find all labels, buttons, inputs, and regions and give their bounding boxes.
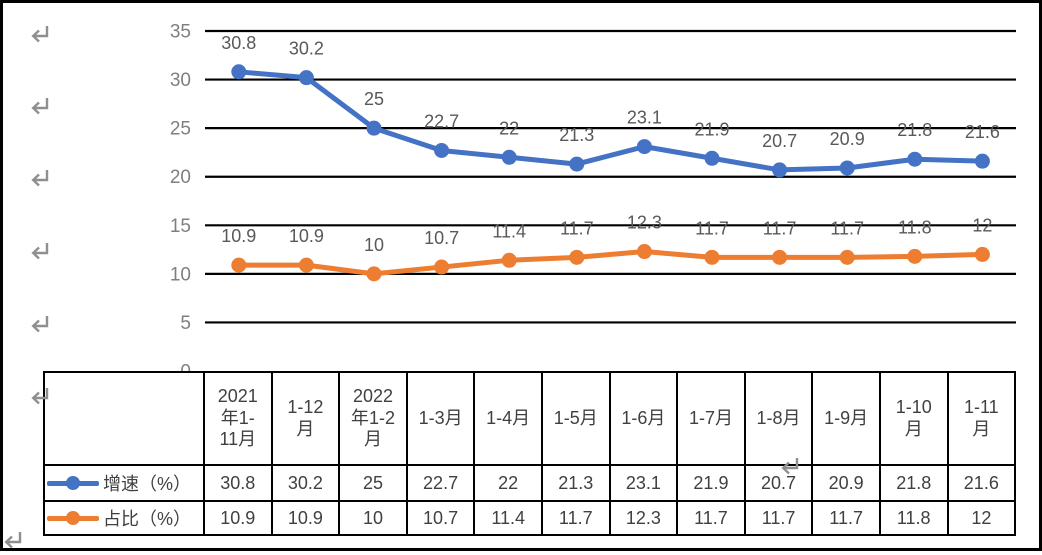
- table-value-cell[interactable]: 10.9: [270, 500, 341, 536]
- legend-cell-growth[interactable]: 增速（%）: [43, 464, 205, 502]
- table-value-cell[interactable]: 12: [946, 500, 1017, 536]
- table-value-cell[interactable]: 11.4: [473, 500, 543, 536]
- table-header-cell[interactable]: 2022 年1-2 月: [338, 371, 408, 466]
- table-value-cell[interactable]: 23.1: [608, 464, 679, 502]
- table-value-cell[interactable]: 12.3: [608, 500, 679, 536]
- svg-text:25: 25: [170, 119, 191, 140]
- table-header-cell[interactable]: 1-8月: [743, 371, 814, 466]
- svg-text:30.2: 30.2: [289, 39, 324, 59]
- svg-text:21.8: 21.8: [897, 120, 932, 140]
- svg-text:35: 35: [170, 22, 191, 43]
- svg-text:5: 5: [180, 313, 191, 334]
- svg-text:10.9: 10.9: [289, 226, 324, 246]
- svg-text:11.7: 11.7: [763, 218, 797, 238]
- svg-text:11.7: 11.7: [830, 218, 864, 238]
- legend-label-share: 占比（%）: [103, 509, 192, 529]
- chart-data-table: 2021 年1- 11月 1-12 月 2022 年1-2 月 1-3月 1-4月 1-5…: [43, 371, 1017, 536]
- table-header-cell[interactable]: 1-3月: [405, 371, 476, 466]
- table-value-cell[interactable]: 11.7: [811, 500, 881, 536]
- svg-text:10: 10: [364, 235, 384, 255]
- table-value-cell[interactable]: 21.3: [540, 464, 611, 502]
- svg-text:11.8: 11.8: [898, 217, 932, 237]
- table-value-cell[interactable]: 22: [473, 464, 543, 502]
- svg-text:12.3: 12.3: [627, 213, 662, 233]
- table-value-cell[interactable]: 25: [338, 464, 408, 502]
- svg-text:21.6: 21.6: [965, 122, 1000, 142]
- table-value-cell[interactable]: 21.9: [676, 464, 746, 502]
- table-value-cell[interactable]: 11.7: [540, 500, 611, 536]
- table-header-cell[interactable]: 2021 年1- 11月: [203, 371, 273, 466]
- svg-text:10.9: 10.9: [221, 226, 256, 246]
- svg-text:11.7: 11.7: [560, 218, 594, 238]
- svg-text:11.4: 11.4: [492, 221, 526, 241]
- svg-text:30: 30: [170, 70, 191, 91]
- table-header-cell[interactable]: 1-12 月: [270, 371, 341, 466]
- table-value-cell[interactable]: 10.7: [405, 500, 476, 536]
- table-value-cell[interactable]: 10: [338, 500, 408, 536]
- svg-text:23.1: 23.1: [627, 108, 662, 128]
- table-value-cell[interactable]: 30.2: [270, 464, 341, 502]
- table-value-cell[interactable]: 10.9: [203, 500, 273, 536]
- table-value-cell[interactable]: 22.7: [405, 464, 476, 502]
- table-header-cell[interactable]: 1-6月: [608, 371, 679, 466]
- return-mark-icon: [28, 313, 50, 333]
- svg-text:25: 25: [364, 89, 384, 109]
- table-header-cell[interactable]: 1-7月: [676, 371, 746, 466]
- return-mark-icon: [28, 240, 50, 260]
- table-header-row: 2021 年1- 11月 1-12 月 2022 年1-2 月 1-3月 1-4月 1-5…: [43, 371, 1017, 466]
- svg-text:30.8: 30.8: [221, 33, 256, 53]
- return-mark-icon: [28, 23, 50, 43]
- table-value-cell[interactable]: 21.6: [946, 464, 1017, 502]
- table-header-cell[interactable]: 1-4月: [473, 371, 543, 466]
- svg-text:10.7: 10.7: [424, 228, 459, 248]
- table-header-cell[interactable]: 1-5月: [540, 371, 611, 466]
- svg-text:15: 15: [170, 216, 191, 237]
- table-value-cell[interactable]: 11.8: [878, 500, 949, 536]
- svg-text:12: 12: [972, 215, 992, 235]
- svg-text:20.9: 20.9: [830, 129, 865, 149]
- growth-series-marker-icon: [47, 475, 99, 491]
- legend-cell-share[interactable]: 占比（%）: [43, 500, 205, 536]
- return-mark-icon: [28, 95, 50, 115]
- return-mark-icon: [1, 529, 23, 549]
- share-series-marker-icon: [47, 510, 99, 526]
- return-mark-icon: [778, 455, 800, 475]
- svg-text:20.7: 20.7: [762, 131, 797, 151]
- svg-text:22: 22: [499, 118, 519, 138]
- svg-text:22.7: 22.7: [424, 111, 459, 131]
- svg-text:10: 10: [170, 264, 191, 285]
- svg-text:21.9: 21.9: [694, 119, 729, 139]
- table-value-cell[interactable]: 20.7: [743, 464, 814, 502]
- table-header-cell[interactable]: 1-11 月: [946, 371, 1017, 466]
- table-row-share: 占比（%） 10.9 10.9 10 10.7 11.4 11.7 12.3 11.7 11.7…: [43, 500, 1017, 536]
- table-value-cell[interactable]: 20.9: [811, 464, 881, 502]
- table-corner-cell: [43, 371, 205, 466]
- table-value-cell[interactable]: 11.7: [676, 500, 746, 536]
- svg-text:11.7: 11.7: [695, 218, 729, 238]
- return-mark-icon: [28, 167, 50, 187]
- svg-text:20: 20: [170, 167, 191, 188]
- table-header-cell[interactable]: 1-10 月: [878, 371, 949, 466]
- table-value-cell[interactable]: 30.8: [203, 464, 273, 502]
- legend-label-growth: 增速（%）: [103, 474, 192, 494]
- return-mark-icon: [28, 385, 50, 405]
- table-header-cell[interactable]: 1-9月: [811, 371, 881, 466]
- table-value-cell[interactable]: 21.8: [878, 464, 949, 502]
- svg-text:21.3: 21.3: [559, 125, 594, 145]
- table-value-cell[interactable]: 11.7: [743, 500, 814, 536]
- table-row-growth: 增速（%） 30.8 30.2 25 22.7 22 21.3 23.1 21.9 20.7 20…: [43, 464, 1017, 502]
